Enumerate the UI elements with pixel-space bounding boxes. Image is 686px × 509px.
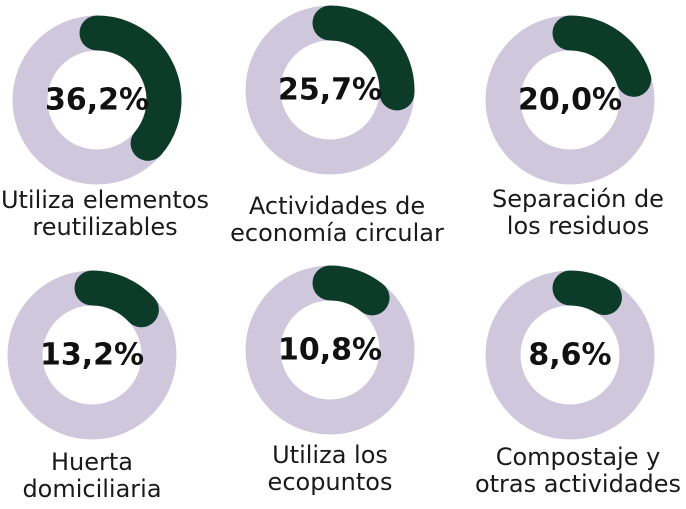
category-label: otras actividades: [475, 470, 681, 498]
category-label: Huerta: [51, 448, 133, 476]
category-label: domiciliaria: [22, 475, 161, 503]
donut-arc: [312, 5, 415, 111]
category-label: ecopuntos: [268, 468, 393, 496]
category-label: Utiliza elementos: [1, 186, 209, 214]
value-label: 36,2%: [45, 83, 149, 118]
donut-arc: [79, 15, 182, 161]
category-label: Actividades de: [249, 192, 425, 220]
value-label: 10,8%: [278, 333, 382, 368]
category-label: los residuos: [507, 212, 649, 240]
category-label: Utiliza los: [272, 441, 388, 469]
donut-arc: [552, 15, 652, 97]
donut-arc: [74, 270, 159, 328]
value-label: 25,7%: [278, 73, 382, 108]
category-label: reutilizables: [32, 213, 177, 241]
donut-arc: [312, 265, 390, 316]
category-label: Compostaje y: [496, 443, 661, 471]
value-label: 13,2%: [40, 338, 144, 373]
value-label: 20,0%: [518, 83, 622, 118]
donut-arc: [552, 270, 622, 316]
category-label: economía circular: [230, 219, 444, 247]
value-label: 8,6%: [528, 338, 611, 373]
category-label: Separación de: [492, 185, 664, 213]
